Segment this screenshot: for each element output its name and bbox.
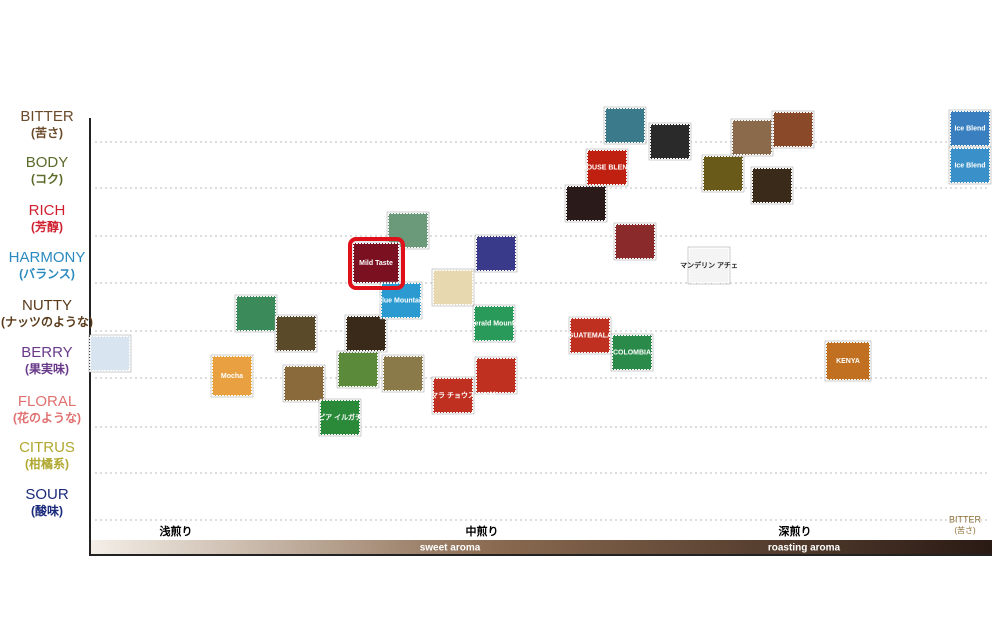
level-sub: (酸味) <box>31 503 63 518</box>
stamp-border <box>610 333 654 372</box>
stamp-border <box>282 364 326 403</box>
end-sub: (苦さ) <box>954 525 976 535</box>
level-label: NUTTY <box>22 297 72 314</box>
stamp[interactable] <box>432 377 474 414</box>
stamp-border <box>701 154 745 193</box>
stamp-border <box>88 334 132 373</box>
stamp-label: グァテマラ チョウスニル村 <box>410 390 496 399</box>
stamp-label: Emerald Mountain <box>464 320 525 327</box>
stamp-border <box>381 354 425 393</box>
stamp[interactable] <box>949 110 991 147</box>
stamp-label: Mild Taste <box>359 260 393 267</box>
stamp <box>475 357 517 394</box>
stamp-label: GUATEMALA <box>568 332 612 339</box>
level-sub: (柑橘系) <box>25 456 69 471</box>
end-label: BITTER <box>949 514 982 524</box>
stamp <box>345 315 387 352</box>
stamp-border <box>386 211 430 250</box>
level-label: SOUR <box>25 486 69 503</box>
level-sub: (果実味) <box>25 361 69 376</box>
level-sub: (花のような) <box>13 410 81 425</box>
aroma-label: roasting aroma <box>768 543 841 554</box>
stamp-border <box>474 356 518 395</box>
stamp-border <box>474 234 518 273</box>
selection-highlight[interactable] <box>348 237 405 290</box>
roast-gradient <box>90 540 992 555</box>
stamp-label: Mocha <box>221 373 243 380</box>
stamp[interactable] <box>825 341 871 381</box>
stamp-border <box>648 122 692 161</box>
stamp-border <box>274 314 318 353</box>
level-label: BERRY <box>21 344 72 361</box>
stamp <box>731 119 773 156</box>
stamp-border <box>472 304 516 343</box>
stamp <box>382 355 424 392</box>
stamp <box>432 269 474 306</box>
stamp-label: エチオピア イルガチェフェ <box>297 412 383 421</box>
stamp-label: Ice Blend <box>954 162 985 169</box>
stamp-label: KENYA <box>836 358 860 365</box>
stamp <box>614 223 656 260</box>
aroma-label: sweet aroma <box>420 543 481 554</box>
stamp <box>235 295 277 332</box>
stamp <box>475 235 517 272</box>
stamp-border <box>750 166 794 205</box>
level-label: CITRUS <box>19 439 75 456</box>
stamp[interactable] <box>569 317 611 354</box>
stamp-label: COLOMBIA <box>613 349 651 356</box>
level-label: HARMONY <box>9 249 86 266</box>
stamp[interactable] <box>211 355 253 397</box>
level-sub: (ナッツのような) <box>1 315 93 329</box>
stamp-border <box>824 340 872 382</box>
stamp <box>337 351 379 388</box>
stamp-border <box>210 354 254 398</box>
stamp[interactable] <box>611 334 653 371</box>
stamp-label: Ice Blend <box>954 125 985 132</box>
stamp-label: マンデリン アチェ <box>680 260 738 269</box>
stamp-label: Blue Mountain <box>377 297 425 304</box>
stamp-border <box>585 148 629 187</box>
stamp <box>702 155 744 192</box>
stamp-label: HOUSE BLEND <box>582 164 633 171</box>
level-label: RICH <box>29 202 66 219</box>
level-label: BODY <box>26 154 69 171</box>
stamp <box>649 123 691 160</box>
stamp[interactable] <box>473 305 515 342</box>
stamp-border <box>431 376 475 415</box>
roast-label: 中煎り <box>466 524 499 538</box>
level-label: BITTER <box>20 108 74 125</box>
stamp[interactable] <box>352 242 400 284</box>
level-sub: (コク) <box>31 172 63 186</box>
stamp <box>772 111 814 148</box>
stamp <box>565 185 607 222</box>
level-sub: (苦さ) <box>31 125 63 140</box>
stamp <box>604 107 646 144</box>
level-sub: (芳醇) <box>31 219 63 234</box>
stamp[interactable] <box>586 149 628 186</box>
stamp-border <box>948 146 992 185</box>
stamp[interactable] <box>688 247 730 284</box>
stamp-border <box>603 106 647 145</box>
stamp[interactable] <box>949 147 991 184</box>
stamp-border <box>234 294 278 333</box>
stamp <box>275 315 317 352</box>
level-sub: (バランス) <box>19 267 75 281</box>
stamp <box>89 335 131 372</box>
stamp-border <box>771 110 815 149</box>
stamp-border <box>431 268 475 307</box>
roast-label: 浅煎り <box>160 524 193 538</box>
stamp-border <box>687 246 731 285</box>
stamp-border <box>613 222 657 261</box>
level-label: FLORAL <box>18 393 76 410</box>
stamp <box>283 365 325 402</box>
stamp <box>751 167 793 204</box>
stamp-border <box>318 398 362 437</box>
stamp[interactable] <box>319 399 361 436</box>
stamp-border <box>344 314 388 353</box>
roast-label: 深煎り <box>779 524 812 538</box>
